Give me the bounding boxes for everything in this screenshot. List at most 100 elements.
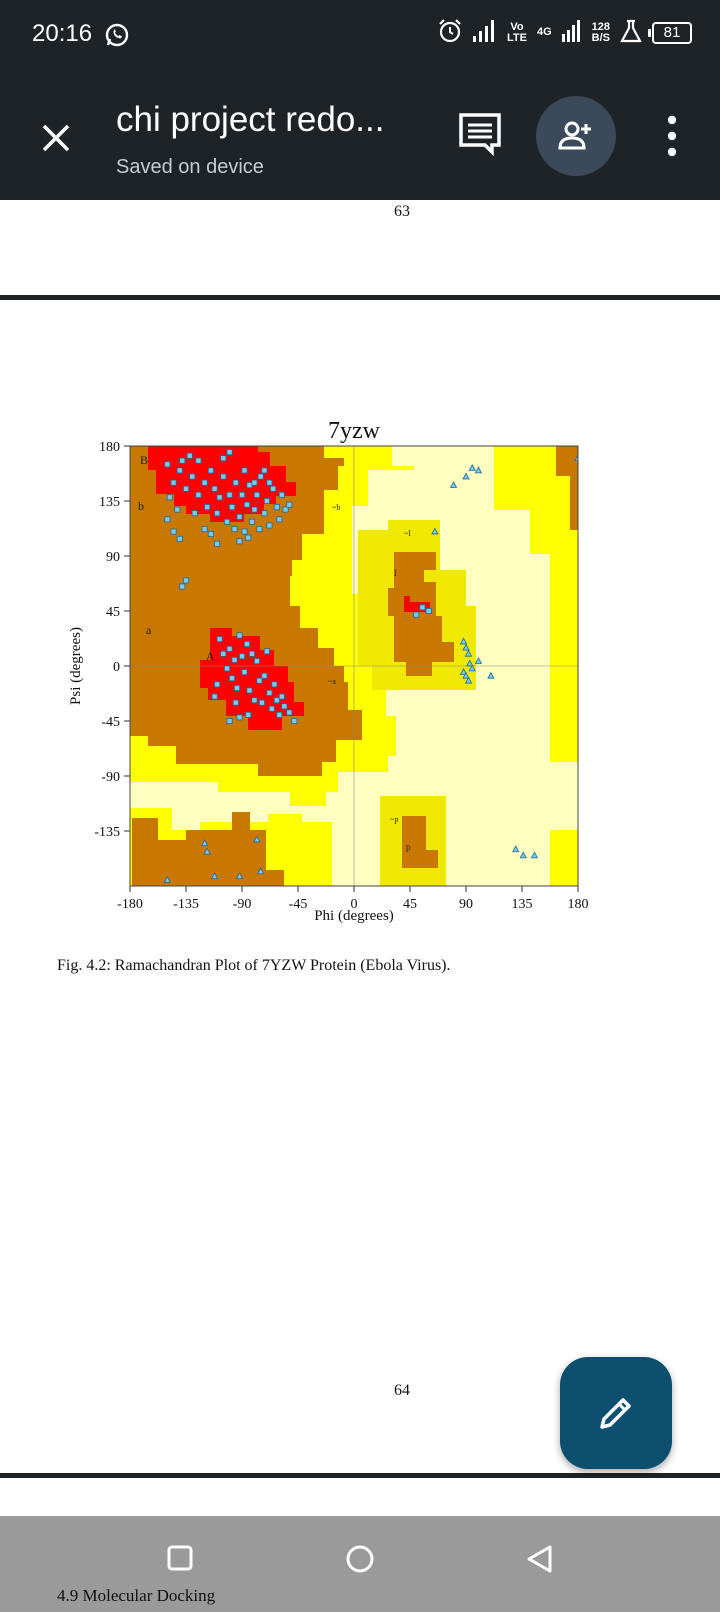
residue-point-square xyxy=(263,498,270,505)
allowed-region-top-right xyxy=(556,446,578,530)
x-axis-label: Phi (degrees) xyxy=(314,908,394,924)
y-tick-group: 180 135 90 45 0 -45 -90 -135 xyxy=(94,440,130,840)
comment-icon xyxy=(459,113,501,157)
residue-point-square xyxy=(174,506,181,513)
region-label-np: ~p xyxy=(390,815,398,824)
y-tick-label: 0 xyxy=(113,660,120,675)
residue-point-square xyxy=(257,473,264,480)
residue-point-triangle xyxy=(459,637,468,645)
chart-title: 7yzw xyxy=(328,418,381,444)
x-tick-group: -180 -135 -90 -45 0 45 90 135 180 xyxy=(117,886,589,912)
residue-point-square xyxy=(201,479,208,486)
lab-flask-icon xyxy=(620,19,642,46)
residue-point-square xyxy=(216,636,223,643)
region-label-A: A xyxy=(206,649,215,663)
residue-point-triangle xyxy=(464,649,473,657)
allowed-region-p xyxy=(402,816,438,868)
ramachandran-plot: B b a A ~b ~a l ~l p ~p 7yzw Phi (degree… xyxy=(68,418,589,924)
residue-point-triangle xyxy=(256,867,265,875)
y-tick-label: 135 xyxy=(99,495,120,510)
y-tick-label: -45 xyxy=(101,715,120,730)
residue-point-triangle xyxy=(519,851,527,859)
residue-point-square xyxy=(248,650,255,657)
region-label-na: ~a xyxy=(328,677,336,686)
residue-point-triangle xyxy=(210,872,219,880)
back-button[interactable] xyxy=(525,1544,555,1579)
residue-point-triangle xyxy=(462,472,470,480)
recents-button[interactable] xyxy=(166,1544,194,1577)
page-break-divider xyxy=(0,295,720,300)
residue-point-triangle xyxy=(200,839,209,847)
residue-point-square xyxy=(195,491,202,498)
region-label-nl: ~l xyxy=(404,529,411,538)
x-tick-label: 135 xyxy=(512,897,533,912)
region-label-B: B xyxy=(140,453,148,467)
more-vert-icon xyxy=(667,115,677,157)
allowed-region-left xyxy=(130,446,362,776)
residue-point-square xyxy=(231,656,238,663)
residue-point-square xyxy=(276,711,283,718)
residue-point-square xyxy=(286,709,293,716)
residue-point-square xyxy=(176,535,183,542)
signal-icon xyxy=(472,20,497,45)
residue-point-square xyxy=(170,528,177,535)
home-button[interactable] xyxy=(345,1544,375,1579)
system-icons: Vo LTE 4G 128 B/S 81 xyxy=(437,18,692,47)
residue-point-square xyxy=(251,697,258,704)
residue-point-square xyxy=(214,681,221,688)
comments-button[interactable] xyxy=(458,112,502,157)
x-tick-label: 45 xyxy=(403,897,417,912)
residue-point-square xyxy=(258,699,265,706)
region-label-l: l xyxy=(394,568,397,578)
y-tick-label: -135 xyxy=(94,825,120,840)
residue-point-square xyxy=(246,687,253,694)
residue-point-square xyxy=(268,705,275,712)
speed-unit: B/S xyxy=(591,31,610,44)
navigation-bar xyxy=(0,1516,720,1612)
residue-point-square xyxy=(273,504,280,511)
residue-point-square xyxy=(243,501,250,508)
residue-point-square xyxy=(241,467,248,474)
circle-icon xyxy=(346,1545,374,1573)
edit-fab-button[interactable] xyxy=(560,1357,672,1469)
residue-point-square xyxy=(261,510,268,517)
status-time: 20:16 xyxy=(32,20,93,47)
residue-point-triangle xyxy=(468,463,476,471)
close-button[interactable] xyxy=(36,118,76,158)
residue-point-triangle xyxy=(431,527,439,535)
section-heading: 4.9 Molecular Docking xyxy=(57,1586,216,1605)
residue-point-square xyxy=(229,504,236,511)
region-label-nb: ~b xyxy=(332,503,340,512)
x-tick-label: -45 xyxy=(289,897,308,912)
residue-point-square xyxy=(224,518,231,525)
residue-point-square xyxy=(238,653,245,660)
close-icon xyxy=(42,124,70,152)
more-options-button[interactable] xyxy=(660,114,684,158)
residue-point-square xyxy=(246,482,253,489)
generous-region-right xyxy=(494,446,578,762)
residue-point-square xyxy=(278,491,285,498)
residue-point-triangle xyxy=(530,851,539,859)
residue-point-square xyxy=(186,452,193,459)
residue-point-square xyxy=(413,611,420,618)
volte-bottom: LTE xyxy=(506,31,527,44)
x-tick-label: -135 xyxy=(173,897,199,912)
figure-caption: Fig. 4.2: Ramachandran Plot of 7YZW Prot… xyxy=(57,957,451,974)
page-number-bottom: 64 xyxy=(394,1382,410,1399)
residue-point-square xyxy=(251,479,258,486)
residue-point-square xyxy=(234,684,241,691)
residue-point-square xyxy=(266,522,273,529)
share-button[interactable] xyxy=(536,96,616,176)
residue-point-square xyxy=(226,491,233,498)
residue-point-square xyxy=(183,485,190,492)
volte-indicator: Vo LTE xyxy=(506,21,527,44)
residue-point-square xyxy=(236,632,243,639)
residue-point-square xyxy=(211,693,218,700)
residue-point-square xyxy=(220,455,227,462)
app-bar: chi project redo... Saved on device xyxy=(0,72,720,200)
speed-value: 128 xyxy=(591,20,610,33)
alarm-icon xyxy=(437,18,463,47)
residue-point-triangle xyxy=(462,671,470,679)
residue-point-square xyxy=(229,675,236,682)
residue-point-square xyxy=(220,650,227,657)
